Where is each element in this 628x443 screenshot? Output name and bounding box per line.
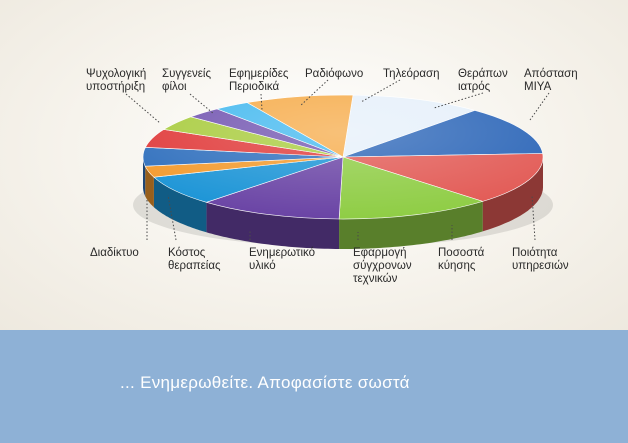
pie-sides <box>143 157 543 249</box>
pie-side-2 <box>482 157 543 232</box>
footer-band <box>0 330 628 443</box>
pie-side-5 <box>153 177 207 233</box>
label-psych-support: Ψυχολογική υποστήριξη <box>86 68 147 93</box>
leader-lines <box>125 79 550 241</box>
pie-chart <box>125 79 553 249</box>
pie-side-6 <box>145 166 154 208</box>
label-techniques: Εφαρμογή σύγχρονων τεχνικών <box>353 247 412 285</box>
label-distance: Απόσταση ΜΙΥΑ <box>524 68 578 93</box>
label-internet: Διαδίκτυο <box>90 247 139 259</box>
pie-highlight <box>143 95 543 219</box>
tagline: ... Ενημερωθείτε. Αποφασίστε σωστά <box>120 373 410 392</box>
label-cost: Κόστος θεραπείας <box>168 247 221 272</box>
label-tv: Τηλεόραση <box>383 68 440 80</box>
label-material: Ενημερωτικό υλικό <box>249 247 316 272</box>
pie-side-3 <box>339 201 483 249</box>
pie-side-7 <box>143 157 146 197</box>
label-radio: Ραδιόφωνο <box>305 68 364 80</box>
label-pregnancy: Ποσοστά κύησης <box>438 247 485 272</box>
label-doctor: Θεράπων ιατρός <box>458 68 508 93</box>
label-quality: Ποιότητα υπηρεσιών <box>512 247 569 272</box>
label-press: Εφημερίδες Περιοδικά <box>229 68 289 93</box>
label-family-friends: Συγγενείς φίλοι <box>162 68 211 93</box>
pie-side-4 <box>206 202 340 249</box>
